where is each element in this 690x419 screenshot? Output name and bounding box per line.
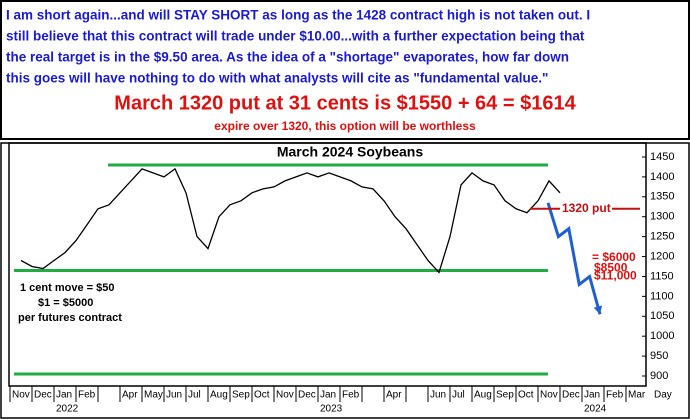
header-line: I am short again...and will STAY SHORT a… [6,8,590,23]
x-tick-label: Jul [188,390,201,401]
x-tick-label: Feb [342,390,360,401]
headline: March 1320 put at 31 cents is $1550 + 64… [114,92,576,114]
x-tick-label: Jan [320,390,336,401]
header-line: still believe that this contract will tr… [6,29,585,44]
x-tick-label: Oct [254,390,270,401]
arrow-head [593,305,603,315]
x-tick-label: Apr [386,390,402,401]
y-tick-label: 1350 [650,191,674,203]
x-tick-label: Jan [584,390,600,401]
y-tick-label: 950 [650,350,668,362]
x-tick-label: Sep [496,390,514,401]
y-tick-label: 1250 [650,231,674,243]
header-line: the real target is in the $9.50 area. As… [6,50,569,65]
plot-frame [8,142,647,387]
price-line [20,167,561,274]
put-label-bg [560,201,612,216]
y-tick-label: 1300 [650,211,674,223]
x-tick-label: Nov [12,390,30,401]
x-tick-label: Aug [474,390,492,401]
chart-frame [0,142,690,419]
y-tick-label: 1150 [650,270,674,282]
note: $1 = $5000 [38,297,93,309]
x-tick-label: Dec [562,390,580,401]
x-tick-label: Feb [78,390,96,401]
y-tick-label: 1200 [650,250,674,262]
x-tick-label: Jun [430,390,446,401]
y-tick-label: 1100 [650,290,674,302]
header-line: this goes will have nothing to do with w… [6,71,548,86]
projection-line [546,202,602,315]
year-label: 2022 [56,404,79,415]
x-end-label: Day [654,390,672,401]
x-tick-label: Jun [166,390,182,401]
y-tick-label: 900 [650,370,668,382]
annotation: $11,000 [594,269,637,283]
x-tick-label: Apr [122,390,138,401]
x-tick-label: Dec [298,390,316,401]
y-tick-label: 1400 [650,171,674,183]
annotation: $8500 [594,261,628,275]
x-tick-label: Jan [56,390,72,401]
chart-title: March 2024 Soybeans [277,144,424,160]
x-tick-label: Aug [210,390,228,401]
put-label: 1320 put [562,201,611,215]
x-tick-label: Oct [518,390,534,401]
header-box [0,0,690,140]
x-tick-label: Mar [628,390,646,401]
x-tick-label: Sep [232,390,250,401]
note: per futures contract [18,312,122,324]
x-tick-label: May [144,390,163,401]
year-label: 2023 [320,404,343,415]
x-tick-label: Nov [276,390,294,401]
year-label: 2024 [584,404,607,415]
x-tick-label: Feb [606,390,624,401]
y-tick-label: 1000 [650,330,674,342]
y-tick-label: 1450 [650,151,674,163]
x-tick-label: Nov [540,390,558,401]
subline: expire over 1320, this option will be wo… [214,119,476,133]
x-tick-label: Dec [34,390,52,401]
annotation: = $6000 [592,250,636,264]
x-tick-label: Jul [452,390,465,401]
y-tick-label: 1050 [650,310,674,322]
note: 1 cent move = $50 [20,282,114,294]
